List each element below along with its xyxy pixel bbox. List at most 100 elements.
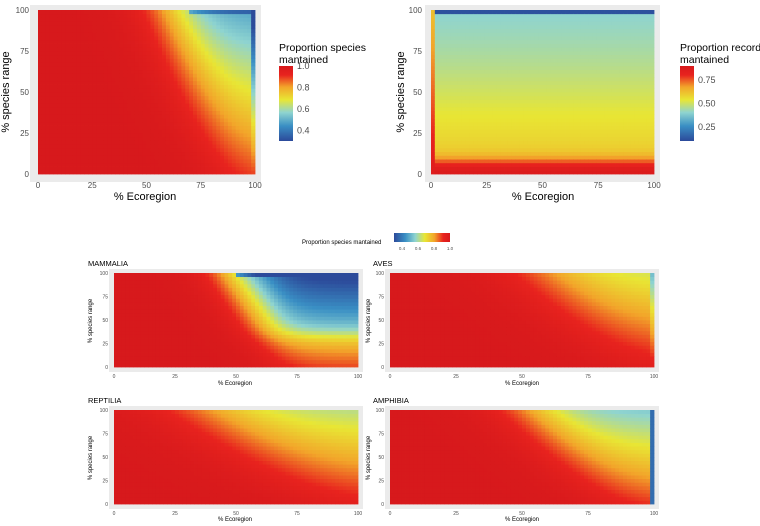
heatmap-cell	[235, 155, 240, 160]
heatmap-cell	[162, 147, 167, 153]
heatmap-cell	[534, 140, 540, 145]
heatmap-cell	[111, 47, 116, 52]
heatmap-cell	[200, 170, 206, 175]
heatmap-cell	[57, 84, 62, 89]
heatmap-cell	[72, 95, 78, 100]
heatmap-cell	[573, 13, 578, 18]
heatmap-cell	[38, 162, 43, 167]
heatmap-cell	[457, 13, 463, 18]
heatmap-cell	[542, 121, 547, 126]
heatmap-cell	[615, 155, 620, 160]
heatmap-cell	[173, 62, 178, 67]
heatmap-cell	[92, 10, 97, 15]
heatmap-cell	[76, 32, 82, 37]
heatmap-cell	[454, 39, 459, 44]
heatmap-cell	[72, 21, 78, 26]
heatmap-cell	[88, 92, 93, 97]
heatmap-cell	[473, 118, 478, 123]
heatmap-cell	[115, 95, 120, 100]
heatmap-cell	[138, 21, 144, 26]
heatmap-cell	[484, 10, 490, 15]
heatmap-cell	[600, 43, 605, 48]
heatmap-cell	[41, 110, 47, 115]
heatmap-cell	[115, 43, 120, 48]
heatmap-cell	[162, 118, 167, 123]
heatmap-cell	[592, 103, 597, 108]
heatmap-cell	[185, 21, 190, 26]
heatmap-cell	[607, 166, 613, 171]
legend-tick-label: 0.6	[297, 104, 310, 114]
heatmap-cell	[72, 136, 78, 141]
heatmap-cell	[477, 65, 482, 71]
heatmap-cell	[519, 47, 524, 52]
heatmap-cell	[569, 58, 574, 63]
heatmap-cell	[69, 162, 74, 167]
heatmap-cell	[57, 28, 62, 33]
heatmap-cell	[519, 129, 524, 134]
heatmap-cell	[523, 110, 528, 115]
heatmap-cell	[592, 166, 597, 171]
heatmap-cell	[596, 106, 601, 112]
heatmap-cell	[193, 43, 198, 48]
heatmap-cell	[189, 65, 194, 71]
heatmap-cell	[111, 54, 116, 59]
heatmap-cell	[554, 95, 559, 100]
heatmap-cell	[504, 32, 509, 37]
heatmap-cell	[165, 92, 171, 97]
heatmap-cell	[642, 77, 647, 82]
heatmap-cell	[193, 110, 198, 115]
heatmap-cell	[519, 118, 524, 123]
heatmap-cell	[123, 84, 128, 89]
heatmap-cell	[100, 32, 105, 37]
heatmap-cell	[604, 32, 609, 37]
heatmap-cell	[492, 170, 497, 175]
heatmap-cell	[546, 147, 551, 153]
heatmap-cell	[220, 65, 225, 71]
heatmap-cell	[630, 47, 636, 52]
heatmap-cell	[220, 133, 225, 138]
heatmap-cell	[600, 129, 605, 134]
heatmap-cell	[607, 58, 613, 63]
heatmap-cell	[162, 10, 167, 15]
heatmap-cell	[507, 110, 513, 115]
heatmap-cell	[231, 88, 237, 93]
heatmap-cell	[592, 54, 597, 59]
heatmap-cell	[477, 103, 482, 108]
heatmap-cell	[76, 73, 82, 78]
heatmap-cell	[235, 88, 240, 93]
heatmap-cell	[469, 114, 474, 119]
heatmap-cell	[88, 144, 93, 149]
heatmap-cell	[220, 58, 225, 63]
heatmap-cell	[573, 129, 578, 134]
heatmap-cell	[227, 84, 233, 89]
heatmap-cell	[200, 88, 206, 93]
heatmap-cell	[542, 95, 547, 100]
heatmap-cell	[45, 136, 51, 141]
heatmap-cell	[45, 121, 51, 126]
heatmap-cell	[569, 73, 574, 78]
heatmap-cell	[100, 13, 105, 18]
heatmap-cell	[69, 21, 74, 26]
heatmap-cell	[500, 103, 505, 108]
heatmap-cell	[76, 118, 82, 123]
heatmap-cell	[588, 84, 593, 89]
heatmap-cell	[604, 162, 609, 167]
heatmap-cell	[220, 118, 225, 123]
heatmap-cell	[204, 54, 209, 59]
heatmap-cell	[146, 99, 151, 104]
heatmap-cell	[507, 73, 513, 78]
heatmap-cell	[542, 21, 547, 26]
heatmap-cell	[457, 51, 463, 56]
heatmap-cell	[561, 129, 566, 134]
heatmap-cell	[142, 51, 147, 56]
heatmap-cell	[646, 88, 651, 93]
heatmap-cell	[111, 28, 116, 33]
heatmap-cell	[642, 103, 647, 108]
heatmap-cell	[231, 151, 237, 156]
heatmap-cell	[49, 36, 54, 41]
heatmap-cell	[216, 133, 221, 138]
heatmap-cell	[465, 151, 470, 156]
heatmap-cell	[134, 155, 140, 160]
heatmap-cell	[538, 136, 543, 141]
heatmap-cell	[72, 155, 78, 160]
